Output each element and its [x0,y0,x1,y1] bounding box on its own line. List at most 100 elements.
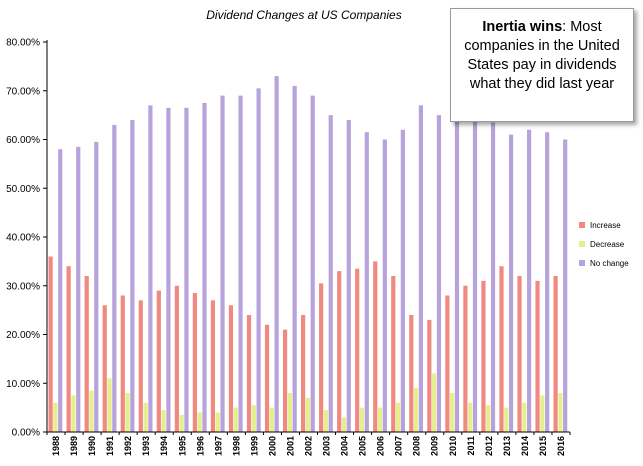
bar-no-change-2005 [364,132,369,432]
bar-increase-2016 [553,276,558,432]
bar-no-change-1999 [256,88,261,432]
x-tick-label: 2006 [376,436,386,456]
bar-decrease-1995 [179,414,184,432]
legend-label: Increase [590,221,621,230]
bar-decrease-2002 [305,397,310,432]
legend-swatch [579,241,585,247]
bar-increase-2011 [463,285,468,432]
bar-decrease-2014 [522,402,527,432]
x-tick-label: 1988 [51,436,61,456]
bar-increase-1990 [84,276,89,432]
bar-no-change-1997 [220,95,225,432]
y-tick-label: 0.00% [12,428,40,439]
bar-increase-1999 [246,315,252,432]
bar-no-change-2003 [328,115,333,432]
bar-no-change-2012 [490,122,496,432]
bar-no-change-2014 [527,129,532,432]
x-tick-label: 2011 [466,436,476,456]
y-tick-label: 10.00% [6,379,40,390]
x-tick-label: 2015 [538,436,548,456]
x-tick-label: 1998 [231,436,241,456]
bar-increase-1997 [210,300,216,432]
x-tick-label: 2001 [285,436,295,456]
bar-decrease-2005 [359,407,365,432]
bar-increase-1989 [66,266,71,432]
x-tick-label: 2009 [430,436,440,456]
x-tick-label: 1992 [123,436,133,456]
bar-decrease-2012 [486,405,491,432]
y-tick-label: 70.00% [6,86,40,97]
y-tick-label: 30.00% [6,281,40,292]
bar-decrease-2006 [377,407,383,432]
legend-label: Decrease [590,240,625,249]
bar-no-change-1989 [76,146,81,432]
bar-no-change-1992 [130,120,135,432]
bar-decrease-1992 [125,393,130,432]
bar-increase-2003 [319,283,324,432]
x-tick-label: 1989 [69,436,79,456]
bar-increase-2006 [373,261,378,432]
bar-increase-1992 [120,295,125,432]
x-tick-label: 2000 [267,436,277,456]
bar-no-change-2010 [454,120,460,432]
bar-increase-2013 [499,266,504,432]
bar-no-change-2016 [563,139,568,432]
bar-increase-1995 [174,285,179,432]
bar-no-change-2001 [292,85,297,432]
bar-increase-2014 [517,276,522,432]
x-tick-label: 2013 [502,436,512,456]
x-tick-label: 1994 [159,436,169,456]
bar-decrease-2010 [450,393,455,432]
x-axis: 1988 1989 1990 1991 1992 1993 1994 1995 1996 1997… [46,431,571,456]
bar-no-change-2011 [472,120,478,432]
bar-decrease-1996 [197,412,202,432]
legend-label: No change [590,259,629,268]
x-tick-label: 1997 [213,436,223,456]
chart-title: Dividend Changes at US Companies [206,8,401,22]
x-tick-label: 2007 [394,436,404,456]
x-tick-label: 2016 [556,436,566,456]
legend: Increase Decrease No change [579,221,629,268]
y-tick-label: 50.00% [6,184,40,195]
bar-decrease-1994 [161,410,166,432]
x-tick-label: 2012 [484,436,494,456]
bar-no-change-2015 [545,132,550,432]
bar-increase-2007 [391,276,396,432]
bar-decrease-1999 [251,405,256,432]
bar-decrease-2004 [341,417,347,432]
bar-decrease-1991 [107,378,112,432]
legend-swatch [579,222,585,228]
bar-decrease-2003 [323,410,329,432]
bar-increase-2012 [481,280,486,432]
bar-increase-2001 [282,329,288,432]
x-tick-label: 1996 [195,436,205,456]
legend-swatch [579,260,585,266]
bar-no-change-2009 [436,115,442,432]
bar-increase-2015 [535,280,540,432]
x-tick-label: 2004 [340,436,350,456]
bar-decrease-2009 [432,373,437,432]
annotation-bold: Inertia wins [482,19,563,35]
y-tick-label: 20.00% [6,330,40,341]
x-tick-label: 2010 [448,436,458,456]
bar-no-change-1993 [148,105,153,432]
bar-decrease-2000 [269,407,274,432]
x-tick-label: 1999 [249,436,259,456]
x-tick-label: 1990 [87,436,97,456]
bar-no-change-2002 [310,95,315,432]
bar-no-change-2004 [346,120,351,432]
bar-no-change-1991 [112,124,117,432]
bar-increase-2005 [355,268,360,432]
bar-no-change-2008 [418,105,424,432]
bars [48,76,568,432]
bar-increase-1993 [138,300,143,432]
x-tick-label: 2002 [304,436,314,456]
bar-decrease-1998 [233,407,238,432]
bar-decrease-1993 [143,402,148,432]
bar-no-change-2013 [508,134,514,432]
bar-no-change-2006 [382,139,387,432]
annotation-callout: Inertia wins: Most companies in the Unit… [450,8,634,122]
bar-no-change-2007 [400,129,405,432]
bar-decrease-1989 [71,395,76,432]
